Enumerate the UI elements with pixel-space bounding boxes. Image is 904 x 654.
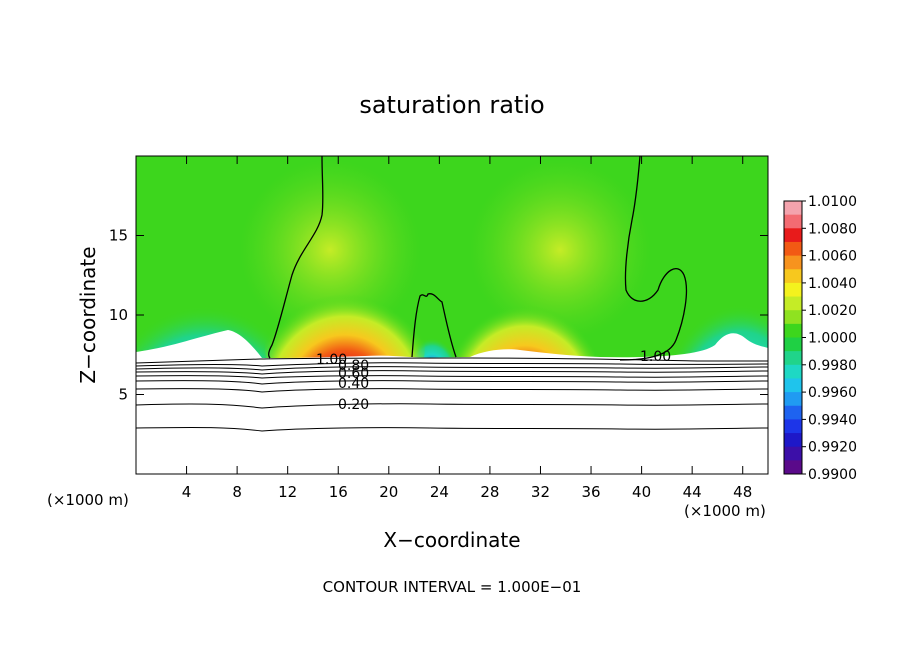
colorbar-segment [784,446,802,461]
colorbar-segment [784,241,802,257]
contour-labels: 1.00 0.80 0.60 0.40 0.20 1.00 [316,349,671,413]
x-tick-label: 8 [232,483,242,501]
contour-label: 1.00 [640,349,671,365]
colorbar-segment [784,419,802,434]
colorbar-label: 1.0060 [808,249,857,265]
contour-line-1.00 [136,357,768,364]
saturation-contour-center [411,293,457,358]
colorbar-segment [784,296,802,311]
colorbar-segment [784,255,802,270]
x-unit-right: (×1000 m) [684,502,766,520]
x-tick-label: 20 [379,483,398,501]
colorbar: 1.0100 1.0080 1.0060 1.0040 1.0020 1.0000 0.99… [783,194,857,483]
x-tick-label: 44 [683,483,702,501]
x-tick-label: 48 [733,483,752,501]
x-tick-label: 40 [632,483,651,501]
contour-line [136,366,768,371]
x-unit-left: (×1000 m) [47,491,129,509]
contour-line [136,375,768,379]
contour-line-0.40 [136,380,768,385]
colorbar-segment [784,378,802,393]
x-tick-label: 16 [329,483,348,501]
colorbar-label: 1.0020 [808,303,857,319]
x-tick-label: 24 [430,483,449,501]
contour-line-0.80 [136,362,768,367]
colorbar-segment [784,201,802,216]
plot-area [136,156,768,474]
contour-lines [136,156,768,432]
colorbar-label: 0.9960 [808,385,857,401]
colorbar-label: 0.9980 [808,358,857,374]
y-tick-label: 15 [109,227,128,245]
contour-label: 0.80 [338,358,369,374]
x-tick-label: 36 [581,483,600,501]
colorbar-segment [784,228,802,243]
colorbar-segment [784,351,802,366]
contour-line-0.60 [136,370,768,375]
contour-label: 0.20 [338,397,369,413]
subsaturated-lower-region [136,330,768,474]
colorbar-segment [784,364,802,379]
x-tick-label: 32 [531,483,550,501]
contour-line [136,426,768,432]
y-axis: 5 10 15 [109,227,768,404]
y-axis-label: Z−coordinate [76,246,100,383]
colorbar-label: 1.0080 [808,221,857,237]
colorbar-segment [784,392,802,407]
contour-label: 1.00 [316,352,347,368]
x-tick-label: 12 [278,483,297,501]
chart-title: saturation ratio [359,91,544,119]
contour-line-0.20 [136,403,768,409]
colorbar-segment [784,323,802,338]
colorbar-segment [784,405,802,420]
colorbar-label: 1.0040 [808,276,857,292]
y-tick-label: 5 [118,386,128,404]
saturation-contour-right [619,156,688,361]
colorbar-segment [784,214,802,229]
contour-label: 0.60 [338,366,369,382]
contour-label: 0.40 [338,376,369,392]
colorbar-label: 0.9920 [808,440,857,456]
x-axis: 4 8 12 16 20 24 28 32 36 40 44 48 [182,156,752,501]
x-tick-label: 28 [480,483,499,501]
colorbar-label: 0.9900 [808,467,857,483]
contour-line [136,388,768,393]
y-tick-label: 10 [109,306,128,324]
colorbar-segment [784,282,802,298]
x-tick-label: 4 [182,483,192,501]
colorbar-segment [784,337,802,352]
colorbar-label: 1.0100 [808,194,857,210]
colorbar-segment [784,460,802,475]
contour-interval-note: CONTOUR INTERVAL = 1.000E−01 [323,578,582,596]
colorbar-label: 0.9940 [808,412,857,428]
colorbar-segment [784,433,802,448]
colorbar-label: 1.0000 [808,331,857,347]
saturation-contour-left [268,156,324,359]
x-axis-label: X−coordinate [383,528,520,552]
colorbar-segment [784,310,802,325]
colorbar-segment [784,269,802,284]
